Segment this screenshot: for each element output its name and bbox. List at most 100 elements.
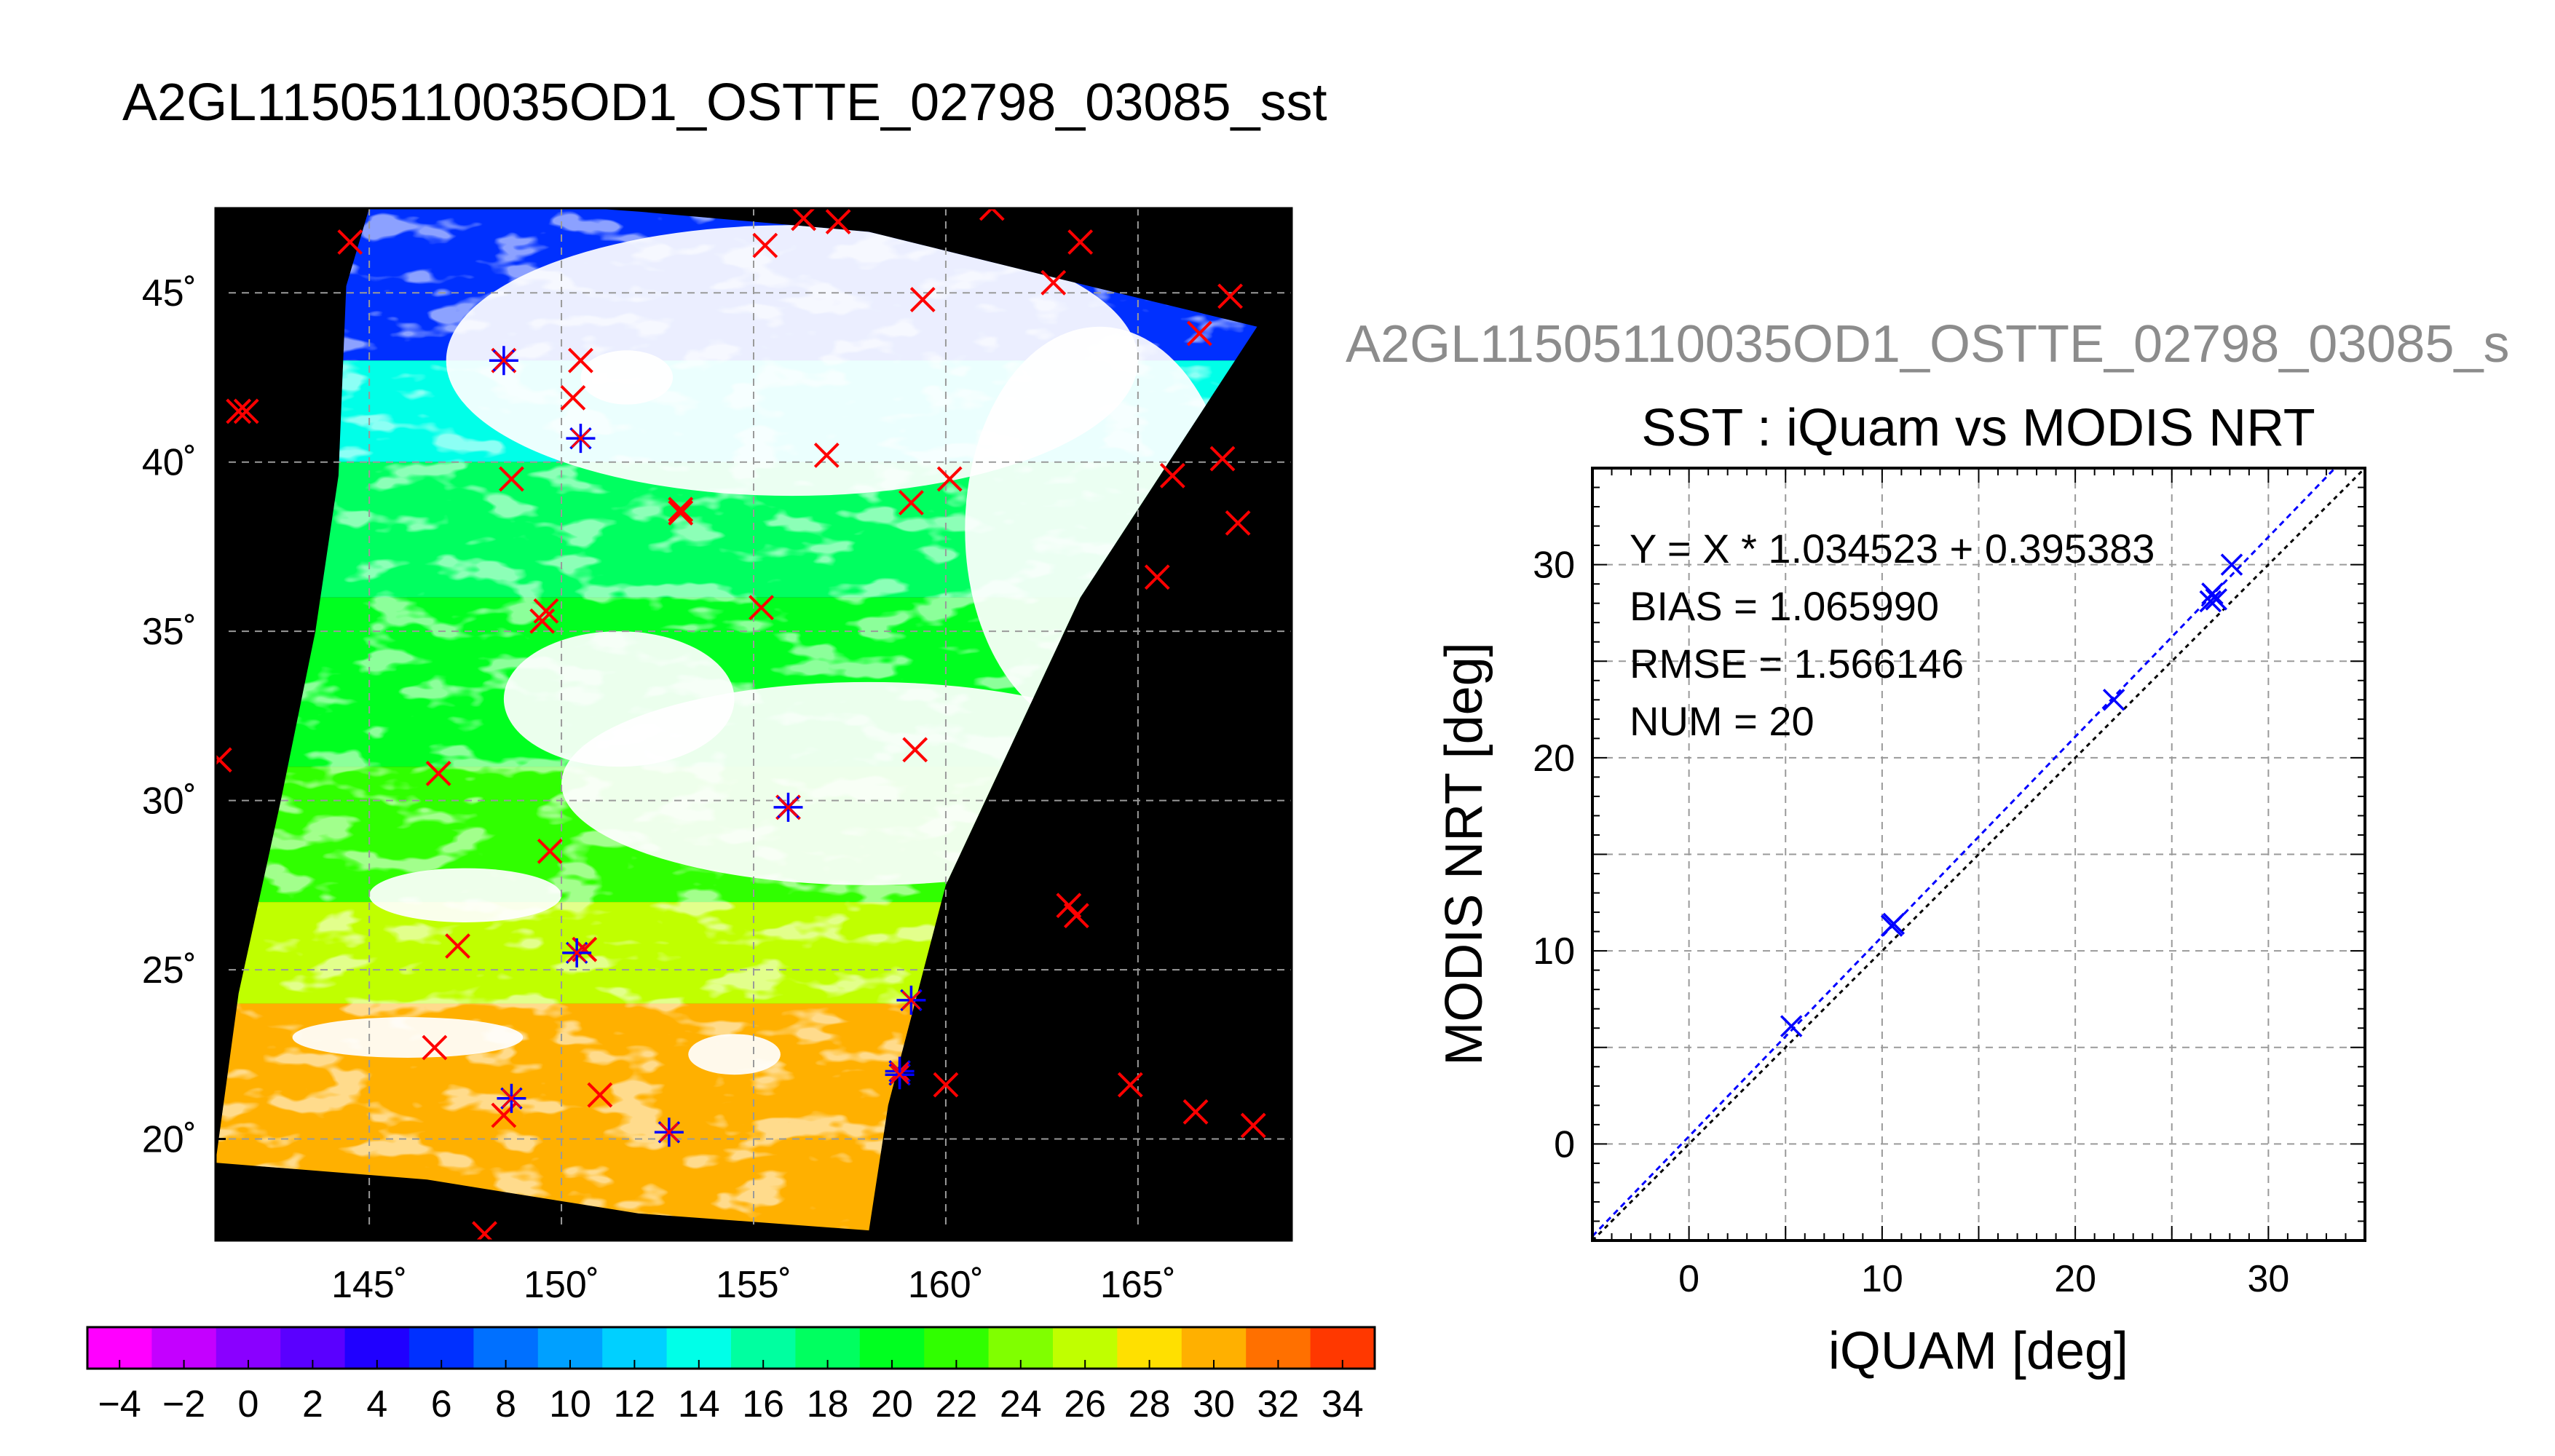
scatter-tick-label-x: 0 — [1678, 1258, 1699, 1300]
map-tick-label-x: 165˚ — [1100, 1264, 1176, 1306]
colorbar-tick-label: 12 — [613, 1383, 655, 1425]
identity-line — [1592, 468, 2365, 1241]
colorbar-tick-label: 28 — [1129, 1383, 1171, 1425]
scatter-points — [1780, 553, 2243, 1037]
matchup-buoy-marker — [502, 1088, 521, 1108]
buoy-marker — [936, 466, 963, 492]
buoy-marker — [933, 1072, 959, 1098]
buoy-marker — [537, 838, 563, 864]
fit-line — [1592, 468, 2337, 1238]
matchup-buoy-marker — [659, 1123, 679, 1142]
buoy-marker — [1182, 1099, 1209, 1125]
buoy-marker — [533, 598, 559, 624]
buoy-marker — [1056, 893, 1082, 919]
fit-equation: Y = X * 1.034523 + 0.395383 — [1630, 526, 2155, 571]
matchup-markers — [489, 346, 926, 1147]
buoy-marker — [1209, 446, 1236, 472]
matchup-buoy-marker — [901, 990, 921, 1010]
buoy-marker — [813, 442, 840, 468]
map-tick-label-y: 45˚ — [142, 272, 197, 314]
buoy-marker — [587, 1082, 613, 1108]
secondary-title: A2GL11505110035OD1_OSTTE_02798_03085_s — [1346, 315, 2510, 373]
scatter-point — [1882, 912, 1906, 935]
buoy-marker — [216, 747, 232, 773]
scatter-title: SST : iQuam vs MODIS NRT — [1641, 399, 2315, 457]
buoy-marker — [422, 1034, 448, 1061]
cloud-region-4 — [369, 868, 562, 922]
colorbar-tick-label: 24 — [1000, 1383, 1042, 1425]
map-tick-label-x: 150˚ — [524, 1264, 599, 1306]
cloud-region-3 — [503, 631, 735, 767]
buoy-marker — [752, 232, 778, 258]
buoy-marker — [899, 490, 924, 515]
colorbar-tick-label: 4 — [366, 1383, 387, 1425]
colorbar-tick-label: 8 — [495, 1383, 516, 1425]
cloud-region-5 — [292, 1017, 524, 1058]
colorbar-tick-label: 10 — [549, 1383, 591, 1425]
buoy-marker — [909, 287, 936, 312]
buoy-marker — [1186, 320, 1212, 347]
colorbar-tick-label: 32 — [1257, 1383, 1299, 1425]
buoy-markers — [216, 208, 1266, 1241]
colorbar-tick-label: 30 — [1193, 1383, 1235, 1425]
colorbar: −4 −2 0 2 4 6 8 10 12 14 16 18 20 22 24 26 28 30 32 34 — [86, 1326, 1376, 1425]
buoy-marker — [1240, 1112, 1266, 1139]
scatter-y-label: MODIS NRT [deg] — [1435, 642, 1493, 1066]
scatter-point — [2201, 582, 2224, 605]
scatter-tick-label-y: 20 — [1533, 737, 1575, 780]
buoy-marker — [226, 398, 252, 424]
buoy-marker — [1067, 229, 1094, 255]
buoy-marker — [445, 933, 470, 959]
scatter-tick-label-x: 30 — [2247, 1258, 2289, 1300]
colorbar-tick-label: 18 — [807, 1383, 849, 1425]
colorbar-tick-label: 2 — [302, 1383, 323, 1425]
rmse-value: RMSE = 1.566146 — [1630, 641, 1964, 687]
bias-value: BIAS = 1.065990 — [1630, 583, 1939, 629]
scatter-point — [1780, 1015, 1803, 1037]
scatter-tick-label-y: 30 — [1533, 545, 1575, 587]
buoy-marker — [1117, 1072, 1143, 1098]
map-tick-label-y: 35˚ — [142, 611, 197, 653]
scatter-tick-label-y: 10 — [1533, 930, 1575, 973]
map-tick-label-y: 20˚ — [142, 1119, 197, 1161]
buoy-marker — [791, 208, 817, 232]
main-title: A2GL11505110035OD1_OSTTE_02798_03085_sst — [122, 74, 1327, 132]
buoy-marker — [979, 208, 1005, 221]
scatter-grid — [1592, 468, 2365, 1241]
buoy-marker — [472, 1221, 497, 1241]
buoy-marker — [1040, 269, 1067, 296]
sst-map: 145˚ 150˚ 155˚ 160˚ 165˚ 20˚ 25˚ 30˚ 35˚ 40˚ 45˚ — [142, 207, 1293, 1306]
colorbar-tick-label: 14 — [678, 1383, 720, 1425]
map-tick-label-x: 160˚ — [908, 1264, 984, 1306]
map-tick-label-x: 145˚ — [331, 1264, 407, 1306]
scatter-point — [2199, 590, 2222, 613]
matchup-buoy-marker — [890, 1065, 909, 1085]
scatter-axis-ticks: 0 10 20 30 0 10 20 30 — [1533, 467, 2366, 1300]
matchup-buoy-marker — [494, 351, 513, 371]
colorbar-tick-label: 34 — [1322, 1383, 1364, 1425]
colorbar-tick-label: 16 — [742, 1383, 784, 1425]
scatter-tick-label-x: 10 — [1861, 1258, 1903, 1300]
num-value: NUM = 20 — [1630, 698, 1814, 744]
stats-annotations: Y = X * 1.034523 + 0.395383 BIAS = 1.065… — [1630, 526, 2155, 744]
colorbar-tick-label: 20 — [871, 1383, 913, 1425]
colorbar-frame — [86, 1326, 1376, 1370]
map-tick-label-x: 155˚ — [716, 1264, 791, 1306]
matchup-buoy-marker — [571, 429, 591, 448]
map-tick-label-y: 25˚ — [142, 949, 197, 992]
buoy-marker — [425, 760, 451, 786]
colorbar-tick-label: 6 — [431, 1383, 452, 1425]
buoy-marker — [668, 500, 694, 526]
buoy-marker — [1144, 564, 1170, 590]
buoy-marker — [499, 466, 524, 492]
cloud-region-7 — [580, 350, 674, 405]
map-grid — [216, 208, 1292, 1241]
map-tick-label-y: 40˚ — [142, 442, 197, 484]
buoy-marker — [560, 384, 586, 411]
buoy-marker — [825, 209, 851, 235]
buoy-marker — [749, 595, 774, 621]
colorbar-tick-label: −4 — [98, 1383, 141, 1425]
buoy-marker — [233, 398, 259, 424]
